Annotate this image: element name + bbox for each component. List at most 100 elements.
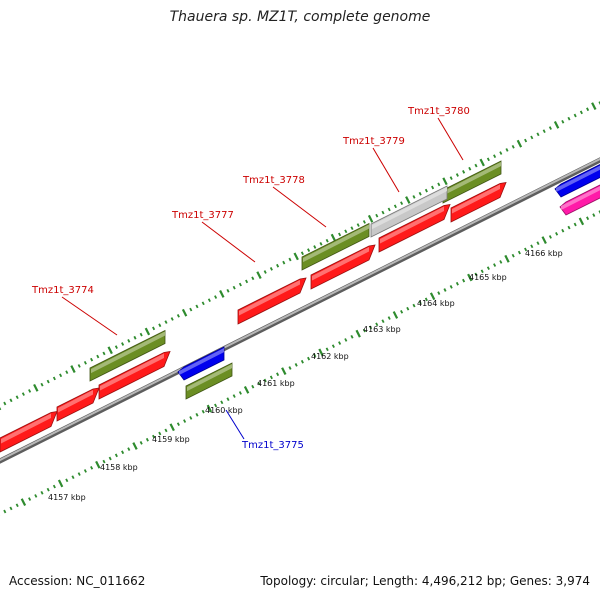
outer-minor-tick xyxy=(300,251,304,256)
label-leader-line xyxy=(272,186,327,228)
inner-minor-tick xyxy=(412,303,416,308)
outer-minor-tick xyxy=(170,317,174,321)
outer-minor-tick xyxy=(536,132,540,137)
outer-minor-tick xyxy=(418,191,422,196)
inner-major-tick xyxy=(169,423,175,432)
inner-minor-tick xyxy=(344,338,348,342)
inner-minor-tick xyxy=(257,381,261,386)
outer-major-tick xyxy=(33,383,39,392)
scale-label: 4163 kbp xyxy=(363,325,401,334)
inner-major-tick xyxy=(318,348,324,357)
inner-minor-tick xyxy=(158,431,162,436)
outer-minor-tick xyxy=(338,232,342,237)
inner-minor-tick xyxy=(375,322,379,327)
gene-bar xyxy=(185,362,233,400)
outer-minor-tick xyxy=(548,126,552,130)
outer-major-tick xyxy=(516,139,523,148)
outer-major-tick xyxy=(553,121,560,129)
outer-minor-tick xyxy=(127,339,131,343)
inner-minor-tick xyxy=(387,316,391,320)
inner-minor-tick xyxy=(517,250,521,255)
outer-minor-tick xyxy=(356,223,360,227)
inner-tick-track xyxy=(0,210,600,516)
map-title: Thauera sp. MZ1T, complete genome xyxy=(169,9,431,25)
outer-minor-tick xyxy=(77,364,81,368)
genome-backbone xyxy=(0,157,600,464)
inner-minor-tick xyxy=(511,253,515,258)
topology-label: Topology: circular; Length: 4,496,212 bp… xyxy=(260,574,590,588)
inner-minor-tick xyxy=(34,494,38,498)
pink-feature xyxy=(559,184,600,216)
outer-major-tick xyxy=(256,271,262,280)
outer-minor-tick xyxy=(28,389,32,393)
outer-major-tick xyxy=(219,290,225,298)
outer-minor-tick xyxy=(207,298,211,303)
reverse-cds-arrow xyxy=(177,346,225,381)
inner-minor-tick xyxy=(338,341,342,345)
outer-minor-tick xyxy=(579,110,583,115)
inner-minor-tick xyxy=(195,412,199,417)
inner-minor-tick xyxy=(90,466,94,470)
outer-minor-tick xyxy=(350,226,354,231)
scale-label: 4157 kbp xyxy=(48,493,86,502)
outer-minor-tick xyxy=(52,376,56,381)
outer-major-tick xyxy=(330,233,337,242)
inner-minor-tick xyxy=(52,484,56,489)
outer-minor-tick xyxy=(9,398,13,403)
outer-major-tick xyxy=(144,327,151,336)
inner-major-tick xyxy=(281,367,287,376)
outer-minor-tick xyxy=(238,282,242,287)
outer-minor-tick xyxy=(319,242,323,246)
inner-major-tick xyxy=(578,217,585,226)
inner-minor-tick xyxy=(145,437,149,442)
outer-minor-tick xyxy=(561,119,565,124)
inner-major-tick xyxy=(392,311,399,319)
inner-minor-tick xyxy=(474,272,478,277)
gene-label: Tmz1t_3775 xyxy=(241,440,304,451)
inner-minor-tick xyxy=(294,363,298,367)
outer-minor-tick xyxy=(133,335,137,340)
scale-label: 4159 kbp xyxy=(152,435,190,444)
inner-minor-tick xyxy=(40,490,44,495)
inner-major-tick xyxy=(541,236,547,244)
forward-cds-arrow xyxy=(0,410,58,453)
label-leaders xyxy=(61,117,464,440)
inner-minor-tick xyxy=(561,228,565,233)
forward-cds-arrow xyxy=(310,244,376,290)
inner-minor-tick xyxy=(127,447,131,451)
inner-minor-tick xyxy=(164,428,168,433)
inner-minor-tick xyxy=(3,509,7,514)
outer-major-tick xyxy=(181,308,188,317)
outer-minor-tick xyxy=(176,314,180,318)
inner-minor-tick xyxy=(102,459,106,464)
outer-minor-tick xyxy=(586,107,590,112)
outer-minor-tick xyxy=(449,176,453,180)
outer-major-tick xyxy=(479,158,485,167)
inner-major-tick xyxy=(429,292,436,301)
inner-major-tick xyxy=(206,404,213,413)
inner-minor-tick xyxy=(251,384,255,389)
outer-minor-tick xyxy=(542,129,546,134)
inner-minor-tick xyxy=(226,397,230,402)
outer-minor-tick xyxy=(511,144,515,149)
inner-minor-tick xyxy=(573,222,577,227)
outer-minor-tick xyxy=(505,148,509,152)
outer-minor-tick xyxy=(276,263,280,268)
forward-cds-arrow xyxy=(237,277,307,325)
outer-minor-tick xyxy=(59,373,63,378)
inner-minor-tick xyxy=(139,441,143,445)
outer-minor-tick xyxy=(201,301,205,306)
inner-minor-tick xyxy=(381,319,385,324)
scale-label: 4158 kbp xyxy=(100,463,138,472)
outer-minor-tick xyxy=(474,163,478,168)
inner-minor-tick xyxy=(530,244,534,249)
outer-minor-tick xyxy=(90,357,94,362)
outer-minor-tick xyxy=(400,201,404,205)
outer-minor-tick xyxy=(3,401,7,406)
accession-label: Accession: NC_011662 xyxy=(9,574,146,588)
forward-cds-arrow xyxy=(56,387,100,422)
outer-minor-tick xyxy=(424,188,428,193)
outer-minor-tick xyxy=(251,276,255,281)
inner-minor-tick xyxy=(276,372,280,377)
